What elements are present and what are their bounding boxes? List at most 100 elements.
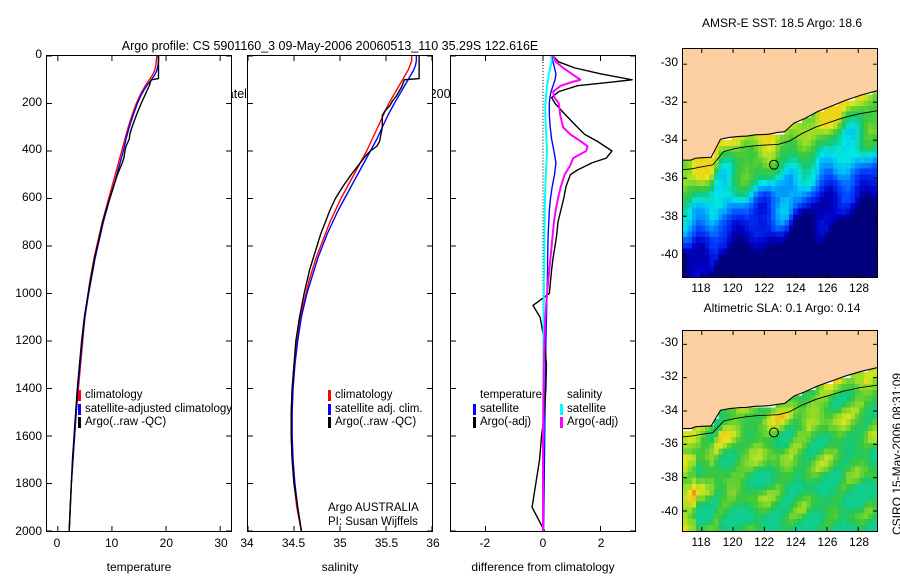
longitude-tick-label: 126	[817, 281, 838, 295]
csiro-timestamp: CSIRO 15-May-2006 08:31:09	[890, 372, 900, 535]
depth-tick-label: 1400	[15, 380, 42, 395]
longitude-tick-label: 124	[785, 281, 806, 295]
depth-tick-label: 2000	[15, 524, 42, 538]
legend-color-swatch	[78, 417, 81, 429]
temperature-legend-row: Argo(..raw -QC)	[78, 416, 232, 430]
temperature-profile-plot	[47, 56, 231, 531]
latitude-tick-label: -32	[660, 369, 678, 384]
latitude-tick-label: -32	[660, 93, 678, 108]
salinity-legend-row: climatology	[328, 389, 423, 403]
sst-map-plot	[683, 49, 877, 277]
x-tick-label: 34.5	[281, 536, 306, 550]
x-tick-label: 34	[240, 536, 254, 550]
longitude-tick-label: 128	[849, 535, 870, 549]
difference-profile-panel	[450, 55, 636, 532]
depth-tick-label: 800	[21, 237, 42, 252]
latitude-tick-label: -40	[660, 247, 678, 261]
legend-label: satellite adj. clim.	[335, 402, 423, 415]
longitude-tick-label: 122	[754, 535, 775, 549]
x-tick-label: 20	[159, 536, 174, 550]
depth-tick-label: 600	[21, 190, 42, 205]
salinity-legend-row: Argo(..raw -QC)	[328, 416, 423, 430]
latitude-tick-label: -34	[660, 132, 678, 146]
legend-color-swatch	[473, 403, 476, 415]
temperature-profile-panel	[46, 55, 232, 532]
sst-map-panel	[682, 48, 878, 278]
x-tick-label: 10	[104, 536, 119, 550]
difference-axis-title: difference from climatology	[471, 560, 615, 574]
temperature-legend-row: satellite-adjusted climatology	[78, 403, 232, 417]
salinity-profile-panel	[247, 55, 433, 532]
legend-color-swatch	[473, 417, 476, 429]
legend-group-header: salinity	[567, 389, 603, 401]
depth-tick-label: 0	[35, 47, 42, 61]
longitude-tick-label: 128	[849, 281, 870, 295]
sla-map-panel	[682, 330, 878, 532]
salinity-axis-title: salinity	[321, 560, 359, 574]
legend-color-swatch	[78, 403, 81, 415]
legend-color-swatch	[328, 403, 331, 415]
figure-title-line1: Argo profile: CS 5901160_3 09-May-2006 2…	[121, 39, 539, 53]
legend-label: Argo(-adj)	[480, 416, 532, 428]
depth-tick-label: 1200	[15, 333, 42, 348]
x-tick-label: 35.5	[374, 536, 399, 550]
longitude-tick-label: 118	[691, 535, 711, 549]
latitude-tick-label: -34	[660, 402, 678, 417]
longitude-tick-label: 122	[754, 281, 775, 295]
x-tick-label: 0	[53, 536, 61, 550]
legend-label: Argo(..raw -QC)	[335, 416, 417, 428]
latitude-tick-label: -38	[660, 470, 678, 485]
credit-block: Argo AUSTRALIA PI: Susan Wijffels	[328, 502, 419, 529]
x-tick-label: 35	[333, 536, 347, 550]
depth-tick-label: 1000	[15, 285, 42, 300]
latitude-tick-label: -36	[660, 436, 678, 451]
x-tick-label: 30	[214, 536, 228, 550]
longitude-tick-label: 124	[785, 535, 806, 549]
legend-color-swatch	[328, 417, 331, 429]
longitude-tick-label: 120	[722, 281, 743, 295]
x-tick-label: 2	[597, 536, 605, 550]
legend-label: satellite	[480, 402, 519, 415]
difference-legend-row: satellite	[560, 403, 618, 417]
difference-profile-plot	[451, 56, 635, 531]
latitude-tick-label: -30	[660, 335, 678, 350]
difference-legend-row: Argo(-adj)	[473, 416, 542, 430]
salinity-profile-plot	[248, 56, 432, 531]
latitude-tick-label: -38	[660, 208, 678, 223]
temperature-axis-title: temperature	[106, 560, 172, 574]
difference-legend-row: Argo(-adj)	[560, 416, 618, 430]
credit-line-1: Argo AUSTRALIA	[328, 502, 419, 514]
x-tick-label: 36	[426, 536, 440, 550]
legend-color-swatch	[560, 403, 564, 415]
legend-label: climatology	[335, 389, 393, 401]
latitude-tick-label: -40	[660, 503, 678, 518]
legend-label: satellite	[567, 402, 607, 415]
latitude-tick-label: -30	[660, 55, 678, 70]
legend-label: Argo(-adj)	[567, 416, 619, 428]
longitude-tick-label: 126	[817, 535, 838, 549]
difference-legend-columns: temperature satellite Argo(-adj) salinity sa…	[473, 389, 618, 430]
salinity-legend: climatology satellite adj. clim. Argo(..ra…	[328, 389, 423, 430]
difference-legend-column-salinity: salinity satellite Argo(-adj)	[560, 389, 618, 430]
longitude-tick-label: 118	[691, 281, 711, 295]
legend-label: satellite-adjusted climatology	[85, 402, 233, 415]
legend-label: climatology	[85, 389, 143, 401]
legend-group-header: temperature	[480, 389, 543, 401]
difference-legend-row: satellite	[473, 403, 542, 417]
legend-color-swatch	[560, 417, 564, 429]
sla-map-title: Altimetric SLA: 0.1 Argo: 0.14	[703, 301, 861, 315]
x-tick-label: 0	[539, 536, 547, 550]
salinity-legend-row: satellite adj. clim.	[328, 403, 423, 417]
longitude-tick-label: 120	[722, 535, 743, 549]
legend-color-swatch	[328, 390, 331, 402]
temperature-legend-row: climatology	[78, 389, 232, 403]
sst-map-title: AMSR-E SST: 18.5 Argo: 18.6	[701, 16, 863, 30]
latitude-tick-label: -36	[660, 170, 678, 185]
depth-tick-label: 400	[21, 142, 42, 157]
x-tick-label: -2	[479, 536, 491, 550]
difference-legend: temperature satellite Argo(-adj) salinity sa…	[473, 389, 618, 430]
sla-map-plot	[683, 331, 877, 531]
temperature-legend: climatology satellite-adjusted climatolog…	[78, 389, 232, 430]
credit-line-2: PI: Susan Wijffels	[328, 515, 418, 528]
depth-tick-label: 200	[21, 94, 42, 109]
